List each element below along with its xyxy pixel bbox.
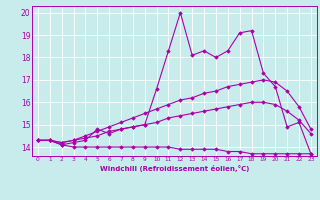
X-axis label: Windchill (Refroidissement éolien,°C): Windchill (Refroidissement éolien,°C) [100,165,249,172]
